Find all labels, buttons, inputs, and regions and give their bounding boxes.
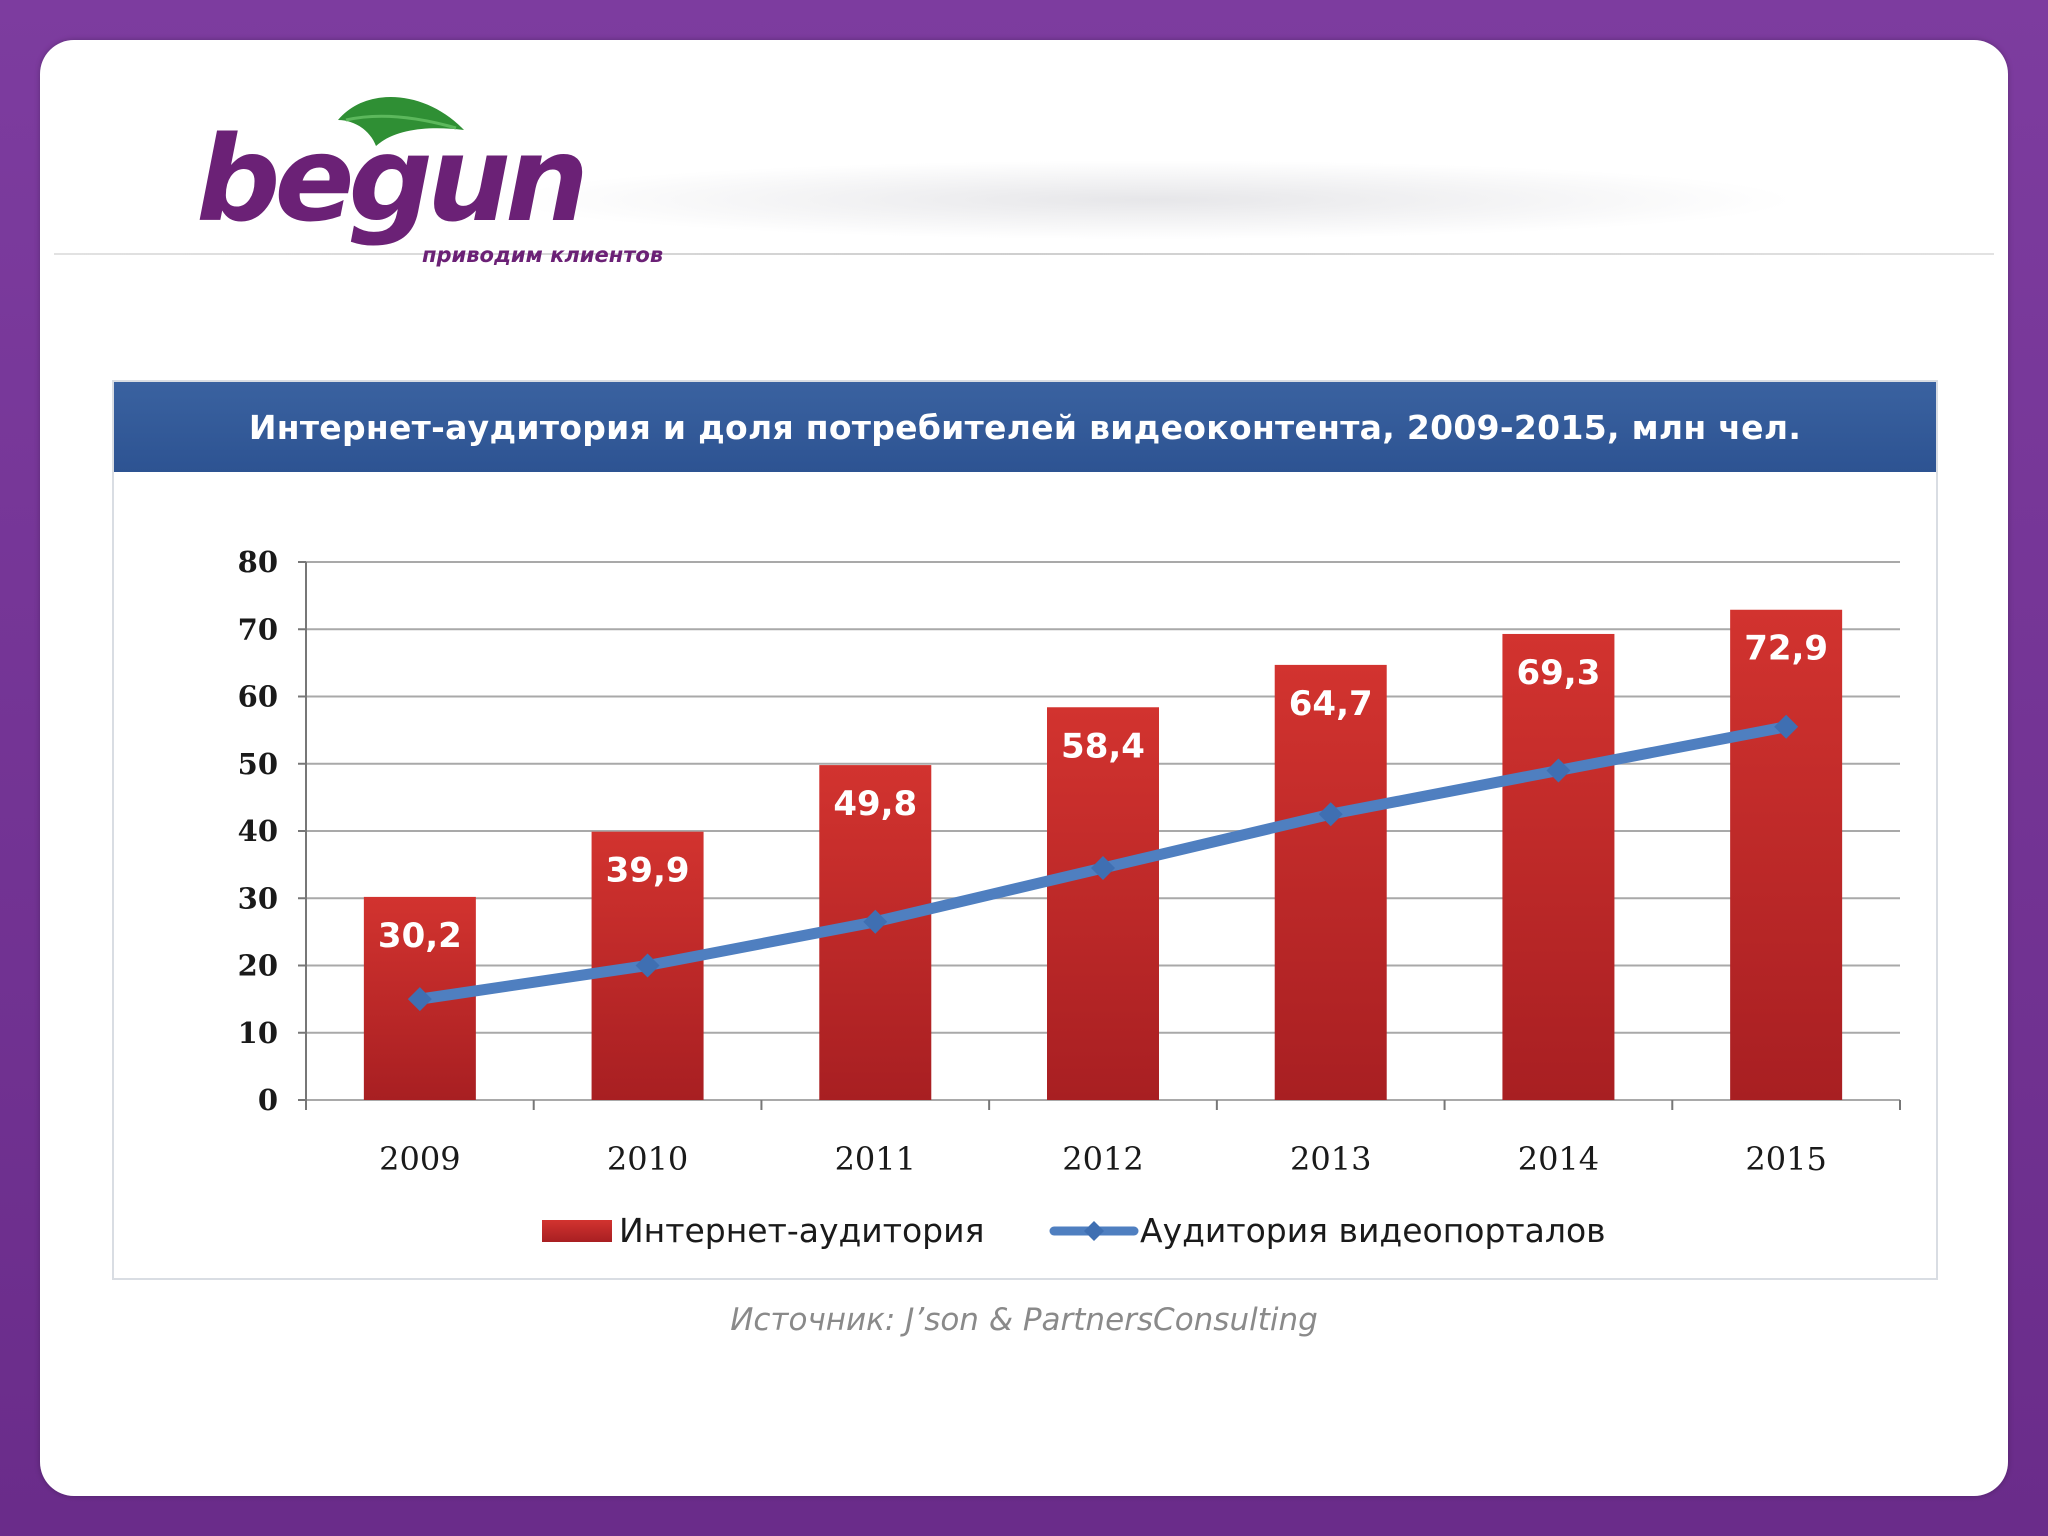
x-tick-label: 2009 bbox=[379, 1140, 460, 1178]
data-label: 39,9 bbox=[606, 851, 690, 891]
data-label: 49,8 bbox=[833, 784, 917, 824]
line-marker-2011 bbox=[863, 909, 888, 934]
y-tick-label: 50 bbox=[238, 747, 278, 781]
bar-2013 bbox=[1274, 664, 1387, 1100]
data-label: 69,3 bbox=[1516, 653, 1600, 693]
x-tick-label: 2015 bbox=[1745, 1140, 1826, 1178]
chart-plot: 0 10 20 30 40 50 60 70 80 30,2 39,9 49,8 58,4 64,7 69,… bbox=[238, 545, 1901, 1250]
y-tick-label: 40 bbox=[238, 814, 278, 848]
x-tick-label: 2014 bbox=[1518, 1140, 1599, 1178]
chart-container: 0 10 20 30 40 50 60 70 80 30,2 39,9 49,8 58,4 64,7 69,… bbox=[112, 380, 1938, 1280]
x-tick-label: 2013 bbox=[1290, 1140, 1371, 1178]
legend-line-marker bbox=[1084, 1221, 1104, 1241]
y-tick-label: 80 bbox=[238, 545, 278, 579]
line-marker-2015 bbox=[1774, 714, 1799, 739]
source-note: Источник: J’son & PartnersConsulting bbox=[730, 1302, 1318, 1338]
y-tick-label: 10 bbox=[238, 1016, 278, 1050]
x-tick-label: 2012 bbox=[1062, 1140, 1143, 1178]
data-label: 30,2 bbox=[378, 916, 462, 956]
leaf-icon bbox=[338, 97, 464, 146]
data-label: 72,9 bbox=[1744, 629, 1828, 669]
x-tick-label: 2010 bbox=[607, 1140, 688, 1178]
legend-label: Аудитория видеопорталов bbox=[1140, 1211, 1606, 1250]
y-tick-label: 70 bbox=[238, 612, 278, 646]
y-tick-label: 30 bbox=[238, 881, 278, 915]
x-tick-label: 2011 bbox=[835, 1140, 916, 1178]
slide-card: begun приводим клиентов 0 10 20 30 40 50 60 70 8… bbox=[40, 40, 2008, 1496]
header-sheen bbox=[500, 160, 1800, 240]
line-marker-2014 bbox=[1546, 758, 1571, 783]
legend-label: Интернет-аудитория bbox=[619, 1211, 984, 1250]
line-marker-2009 bbox=[407, 987, 432, 1012]
bar-2012 bbox=[1047, 707, 1159, 1100]
data-label: 64,7 bbox=[1289, 684, 1373, 724]
bar-2015 bbox=[1730, 609, 1843, 1100]
bar-2014 bbox=[1502, 633, 1615, 1100]
data-label: 58,4 bbox=[1061, 726, 1145, 766]
line-marker-2013 bbox=[1318, 802, 1343, 827]
legend-bar-swatch bbox=[542, 1220, 612, 1242]
line-marker-2012 bbox=[1091, 855, 1115, 880]
line-marker-2010 bbox=[635, 953, 660, 978]
logo-tagline: приводим клиентов bbox=[422, 243, 664, 267]
begun-logo: begun приводим клиентов bbox=[150, 65, 670, 285]
chart-title: Интернет-аудитория и доля потребителей в… bbox=[114, 382, 1936, 472]
y-tick-label: 60 bbox=[238, 680, 278, 714]
y-tick-label: 0 bbox=[258, 1083, 278, 1117]
header-divider bbox=[54, 253, 1994, 255]
logo-wordmark: begun bbox=[196, 110, 589, 248]
y-tick-label: 20 bbox=[238, 949, 278, 983]
